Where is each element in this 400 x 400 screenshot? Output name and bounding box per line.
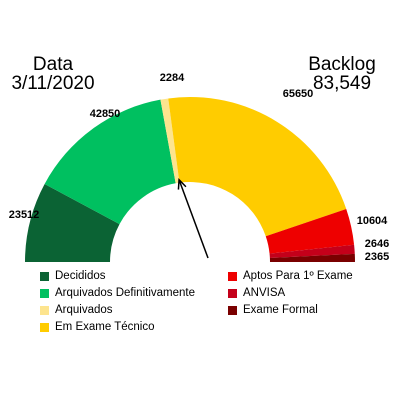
legend-swatch xyxy=(228,271,237,281)
value-label-arquivados: 2284 xyxy=(160,72,185,84)
legend-item-exame-formal: Exame Formal xyxy=(228,304,318,316)
gauge-needle-arrowhead xyxy=(177,177,187,190)
date-label: Data xyxy=(32,54,74,75)
legend-swatch xyxy=(40,271,49,281)
segment-arquivados xyxy=(160,98,180,184)
legend-label: ANVISA xyxy=(243,287,286,299)
segment-anvisa xyxy=(269,244,355,259)
value-label-arquivados-definitivamente: 42850 xyxy=(90,108,121,120)
segment-decididos xyxy=(25,183,120,262)
value-label-exame-formal: 2365 xyxy=(365,251,389,263)
legend-label: Arquivados Definitivamente xyxy=(55,287,195,299)
legend-swatch xyxy=(40,305,49,315)
legend-label: Exame Formal xyxy=(243,304,318,316)
legend-item-em-exame-tecnico: Em Exame Técnico xyxy=(40,321,155,333)
gauge-needle xyxy=(178,179,209,259)
legend-swatch xyxy=(40,288,49,298)
backlog-block: Backlog 83,549 xyxy=(292,55,392,93)
legend-item-anvisa: ANVISA xyxy=(228,287,285,299)
segment-exame-formal xyxy=(269,253,355,262)
date-block: Data 3/11/2020 xyxy=(8,55,98,93)
value-label-decididos: 23512 xyxy=(9,209,40,221)
legend-label: Em Exame Técnico xyxy=(55,321,155,333)
value-label-aptos-para-1-exame: 10604 xyxy=(357,215,388,227)
legend-item-arquivados-definitivamente: Arquivados Definitivamente xyxy=(40,287,195,299)
value-label-em-exame-tecnico: 65650 xyxy=(283,88,314,100)
legend-swatch xyxy=(228,288,237,298)
legend-label: Decididos xyxy=(55,270,106,282)
segment-aptos-para-1-exame xyxy=(265,208,355,254)
backlog-value: 83,549 xyxy=(312,73,372,94)
legend-item-decididos: Decididos xyxy=(40,270,106,282)
legend-item-arquivados: Arquivados xyxy=(40,304,113,316)
legend-label: Arquivados xyxy=(55,304,113,316)
date-value: 3/11/2020 xyxy=(11,73,95,94)
backlog-label: Backlog xyxy=(308,54,376,75)
legend-swatch xyxy=(40,322,49,332)
legend-label: Aptos Para 1º Exame xyxy=(243,270,353,282)
legend-item-aptos-para-1-exame: Aptos Para 1º Exame xyxy=(228,270,353,282)
value-label-anvisa: 2646 xyxy=(365,238,389,250)
segment-em-exame-tecnico xyxy=(168,97,347,237)
segment-arquivados-definitivamente xyxy=(44,99,176,225)
legend-swatch xyxy=(228,305,237,315)
